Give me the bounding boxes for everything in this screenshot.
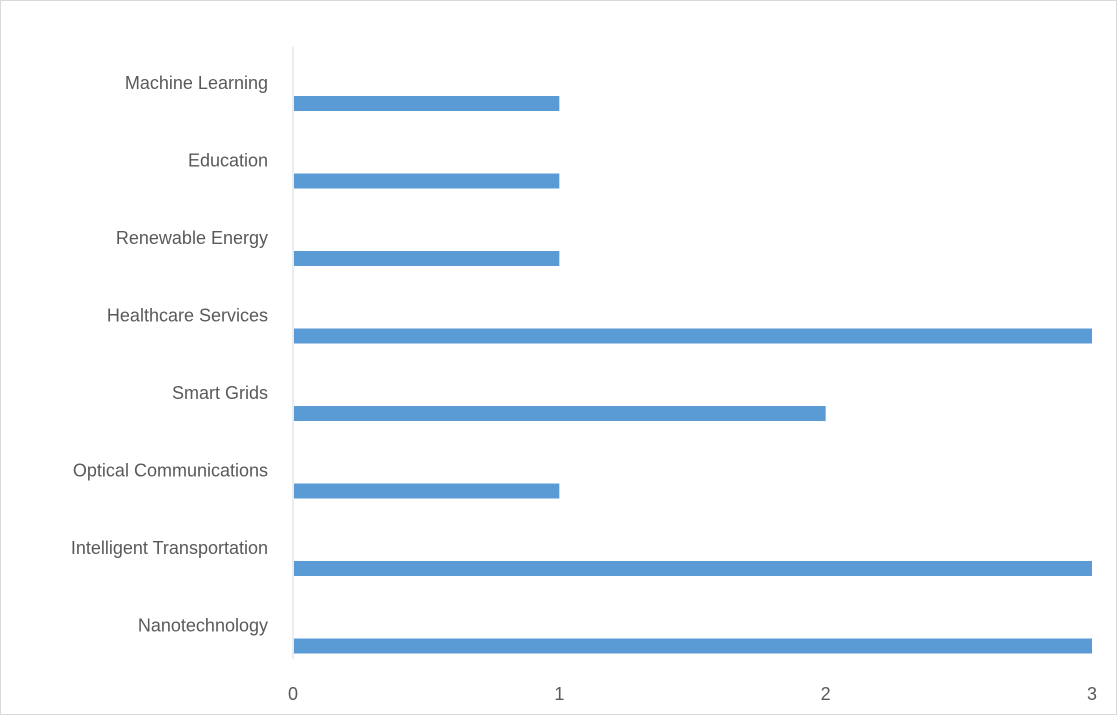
x-tick-label: 0 xyxy=(288,684,298,704)
bar-smart-grids xyxy=(294,406,826,421)
category-label: Nanotechnology xyxy=(138,616,268,636)
category-label: Education xyxy=(188,151,268,171)
category-label: Intelligent Transportation xyxy=(71,538,268,558)
x-tick-labels: 0 1 2 3 xyxy=(288,684,1097,704)
bar-optical-communications xyxy=(294,483,560,499)
category-label: Renewable Energy xyxy=(116,228,268,248)
category-label: Optical Communications xyxy=(73,461,268,481)
bar-education xyxy=(294,173,560,189)
x-tick-label: 2 xyxy=(821,684,831,704)
x-tick-label: 3 xyxy=(1087,684,1097,704)
bars-group xyxy=(294,96,1092,654)
bar-renewable-energy xyxy=(294,251,560,266)
bar-machine-learning xyxy=(294,96,560,111)
category-label: Healthcare Services xyxy=(107,306,268,326)
bar-nanotechnology xyxy=(294,638,1092,654)
category-labels: Machine Learning Education Renewable Energ… xyxy=(71,73,268,636)
category-label: Smart Grids xyxy=(172,383,268,403)
x-tick-label: 1 xyxy=(554,684,564,704)
bar-healthcare-services xyxy=(294,328,1092,344)
category-label: Machine Learning xyxy=(125,73,268,93)
bar-intelligent-transportation xyxy=(294,561,1092,576)
